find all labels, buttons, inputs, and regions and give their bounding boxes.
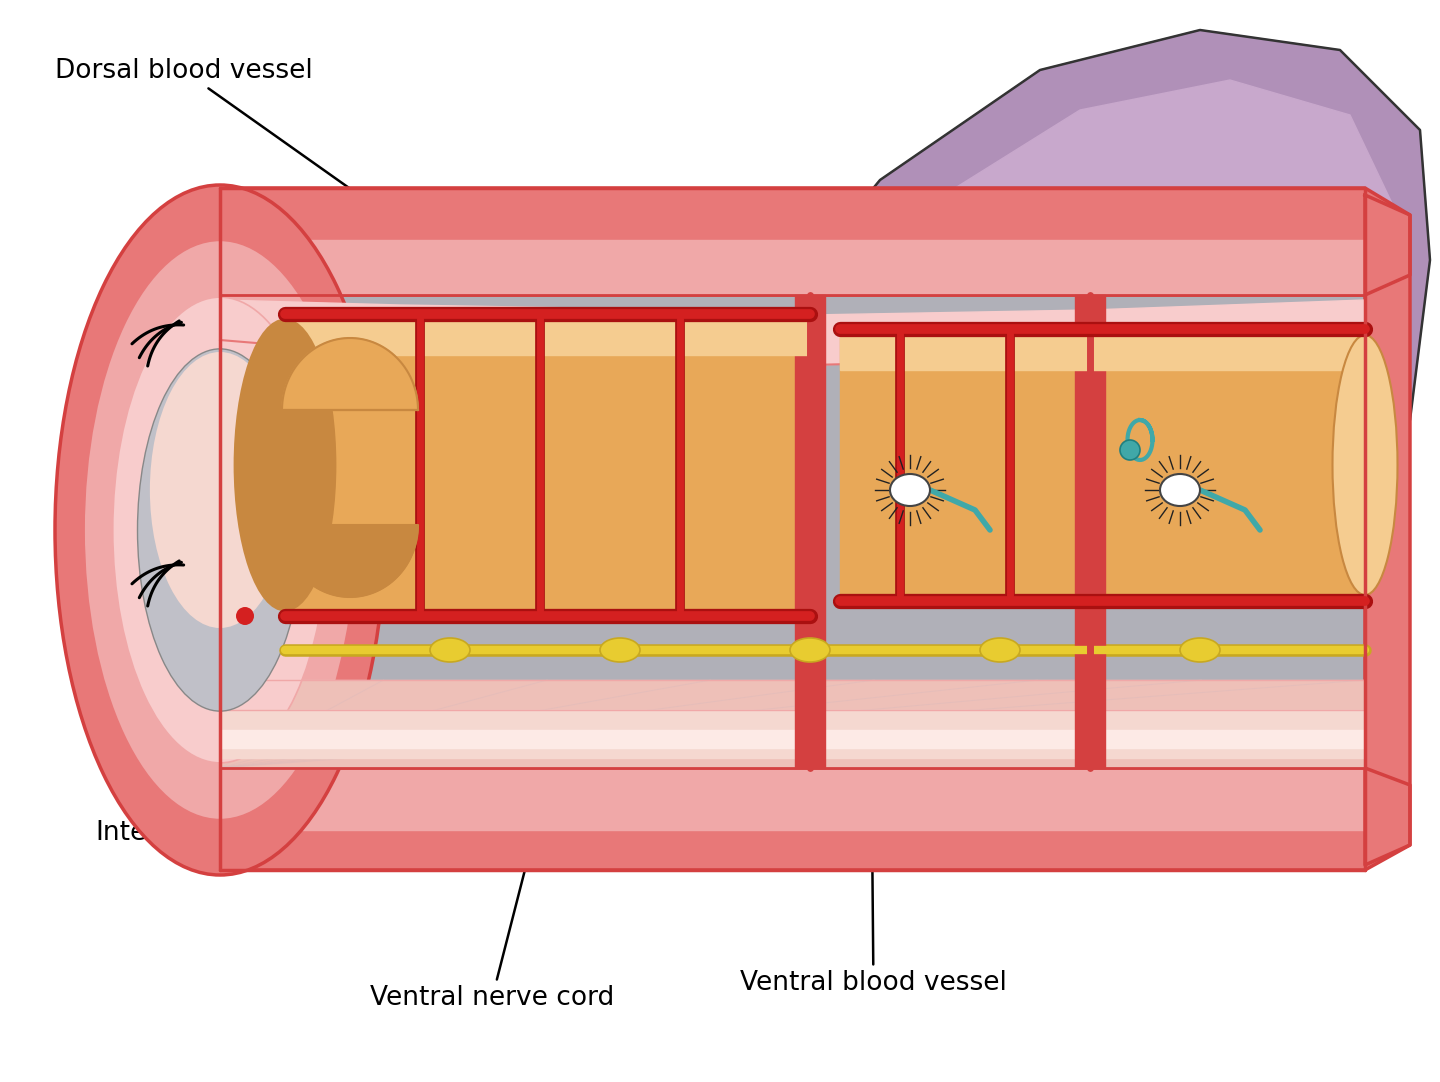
Text: Dorsal blood vessel: Dorsal blood vessel [55, 58, 516, 306]
Polygon shape [176, 768, 1410, 870]
Ellipse shape [890, 474, 930, 506]
Ellipse shape [981, 638, 1020, 662]
Polygon shape [220, 295, 1365, 768]
Polygon shape [285, 320, 809, 355]
Polygon shape [840, 335, 1365, 595]
Text: Ventral blood vessel: Ventral blood vessel [740, 607, 1007, 997]
Polygon shape [795, 295, 825, 768]
Polygon shape [220, 710, 1365, 758]
Polygon shape [220, 679, 1365, 768]
Ellipse shape [236, 607, 253, 625]
Polygon shape [1365, 195, 1410, 865]
Ellipse shape [150, 352, 289, 628]
Polygon shape [220, 300, 1365, 365]
Ellipse shape [431, 638, 469, 662]
Text: Nephridium: Nephridium [1140, 476, 1295, 844]
Text: Ventral nerve cord: Ventral nerve cord [370, 660, 615, 1011]
Ellipse shape [55, 185, 384, 875]
Polygon shape [282, 338, 418, 410]
Ellipse shape [84, 240, 356, 820]
Polygon shape [176, 188, 1410, 295]
Polygon shape [285, 320, 809, 610]
Ellipse shape [791, 638, 829, 662]
Ellipse shape [137, 348, 302, 711]
Polygon shape [220, 240, 1365, 295]
Text: Intestine: Intestine [95, 431, 318, 846]
Polygon shape [220, 730, 1365, 748]
Ellipse shape [600, 638, 639, 662]
Polygon shape [220, 770, 1365, 830]
Polygon shape [840, 335, 1365, 370]
Polygon shape [648, 80, 1400, 625]
Ellipse shape [1161, 474, 1200, 506]
Polygon shape [282, 525, 418, 597]
Polygon shape [1076, 295, 1104, 768]
Ellipse shape [1120, 440, 1140, 460]
Ellipse shape [112, 298, 327, 763]
Ellipse shape [1179, 638, 1220, 662]
Ellipse shape [235, 320, 336, 610]
Ellipse shape [1332, 335, 1397, 595]
Polygon shape [605, 30, 1430, 639]
